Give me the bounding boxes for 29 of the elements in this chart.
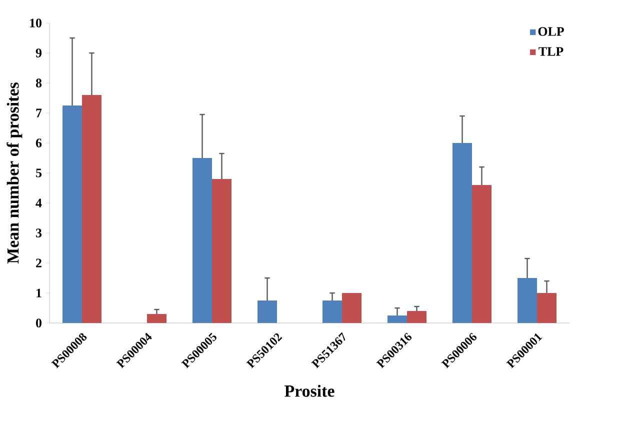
y-tick-label: 9 — [36, 48, 42, 58]
bar — [342, 293, 362, 323]
bar — [518, 278, 538, 323]
bar — [212, 179, 232, 323]
y-tick-label: 10 — [30, 18, 42, 28]
bar — [82, 94, 102, 323]
bar — [407, 311, 427, 323]
x-axis-title: Prosite — [284, 384, 334, 397]
bar — [388, 316, 408, 323]
y-tick-label: 2 — [36, 258, 42, 268]
bar — [192, 158, 212, 323]
legend-label: TLP — [538, 47, 564, 56]
y-tick-label: 4 — [36, 198, 42, 208]
y-tick-label: 0 — [36, 318, 42, 328]
y-tick-label: 6 — [36, 138, 42, 148]
y-tick-label: 7 — [36, 108, 42, 118]
y-tick-label: 1 — [36, 288, 42, 298]
y-axis-title: Mean number of prosites — [6, 82, 22, 264]
bar — [258, 300, 278, 323]
y-tick-label: 8 — [36, 78, 42, 88]
legend-label: OLP — [538, 27, 564, 36]
bar — [537, 293, 557, 323]
y-tick-label: 5 — [36, 168, 42, 178]
bar — [147, 314, 167, 323]
bar — [62, 105, 82, 323]
bar — [322, 300, 342, 323]
bar — [472, 185, 492, 323]
bar — [452, 142, 472, 323]
y-tick-label: 3 — [36, 228, 42, 238]
